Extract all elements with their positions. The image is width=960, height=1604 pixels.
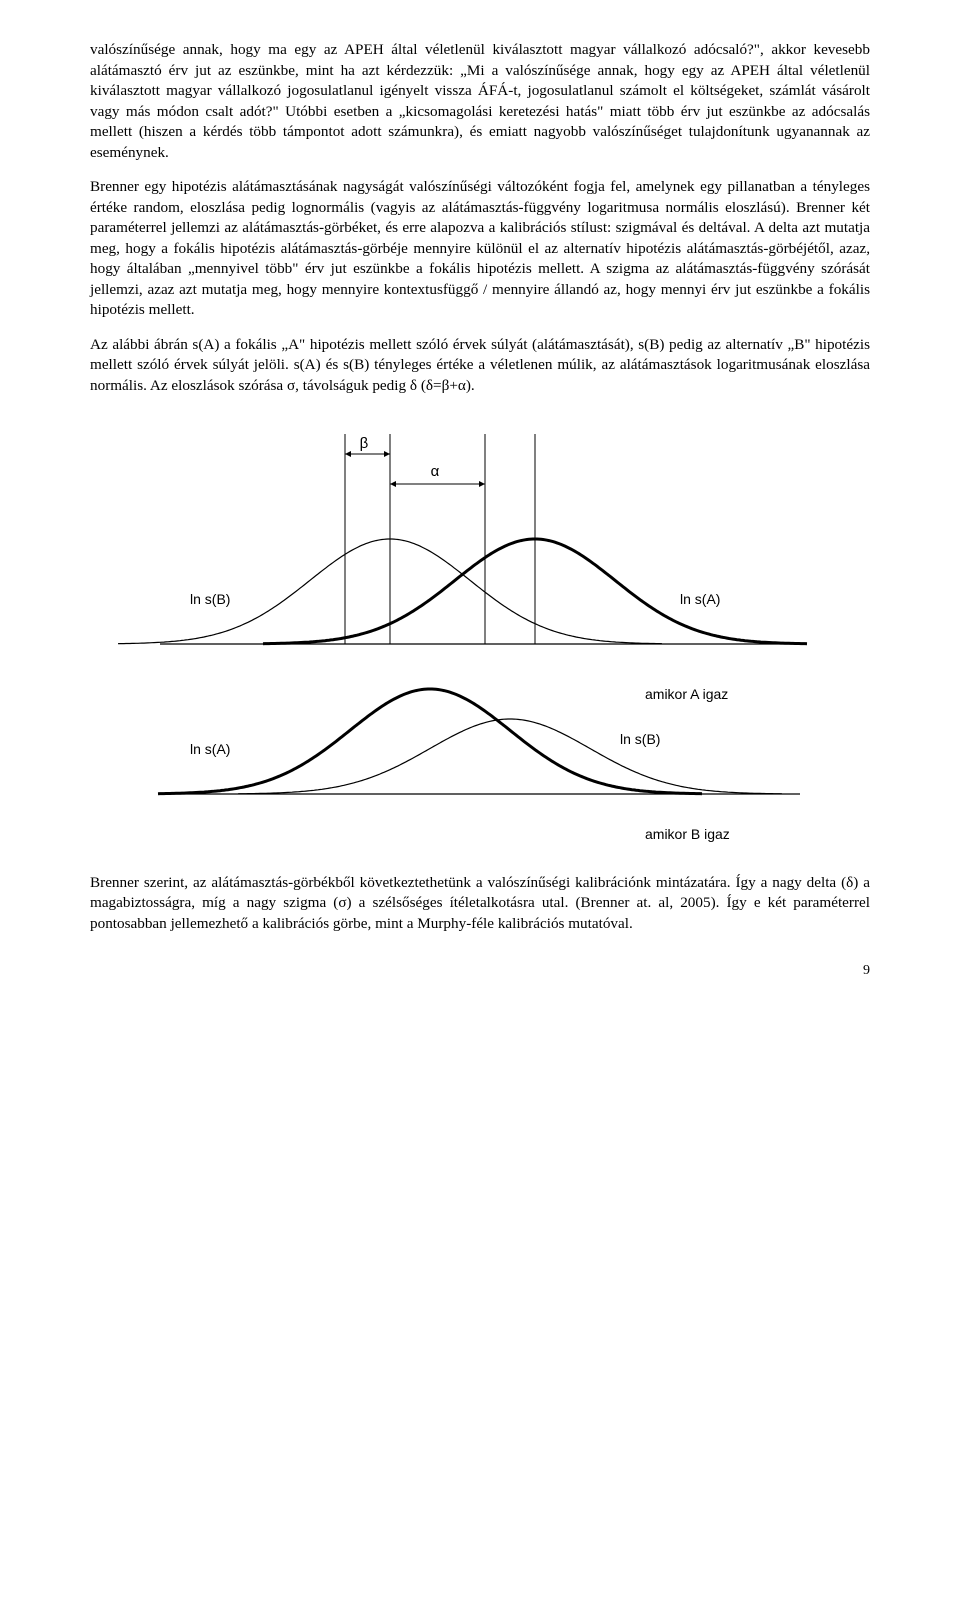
svg-text:ln s(B): ln s(B): [620, 731, 660, 747]
svg-text:ln s(B): ln s(B): [190, 591, 230, 607]
svg-text:α: α: [431, 463, 440, 480]
paragraph-4: Brenner szerint, az alátámasztás-görbékb…: [90, 873, 870, 935]
svg-text:ln s(A): ln s(A): [190, 741, 230, 757]
svg-text:β: β: [360, 435, 369, 452]
svg-text:amikor A igaz: amikor A igaz: [645, 686, 728, 702]
support-curves-figure: ln s(B) ln s(A) ln s(A) ln s(B) β α amikor A i…: [90, 414, 870, 861]
paragraph-3: Az alábbi ábrán s(A) a fokális „A" hipot…: [90, 335, 870, 397]
paragraph-1: valószínűsége annak, hogy ma egy az APEH…: [90, 40, 870, 163]
svg-text:amikor B igaz: amikor B igaz: [645, 826, 730, 842]
support-curves-svg: ln s(B) ln s(A) ln s(A) ln s(B) β α amikor A i…: [90, 414, 870, 854]
page-number: 9: [90, 962, 870, 981]
page: valószínűsége annak, hogy ma egy az APEH…: [0, 0, 960, 1021]
paragraph-2: Brenner egy hipotézis alátámasztásának n…: [90, 177, 870, 321]
svg-text:ln s(A): ln s(A): [680, 591, 720, 607]
